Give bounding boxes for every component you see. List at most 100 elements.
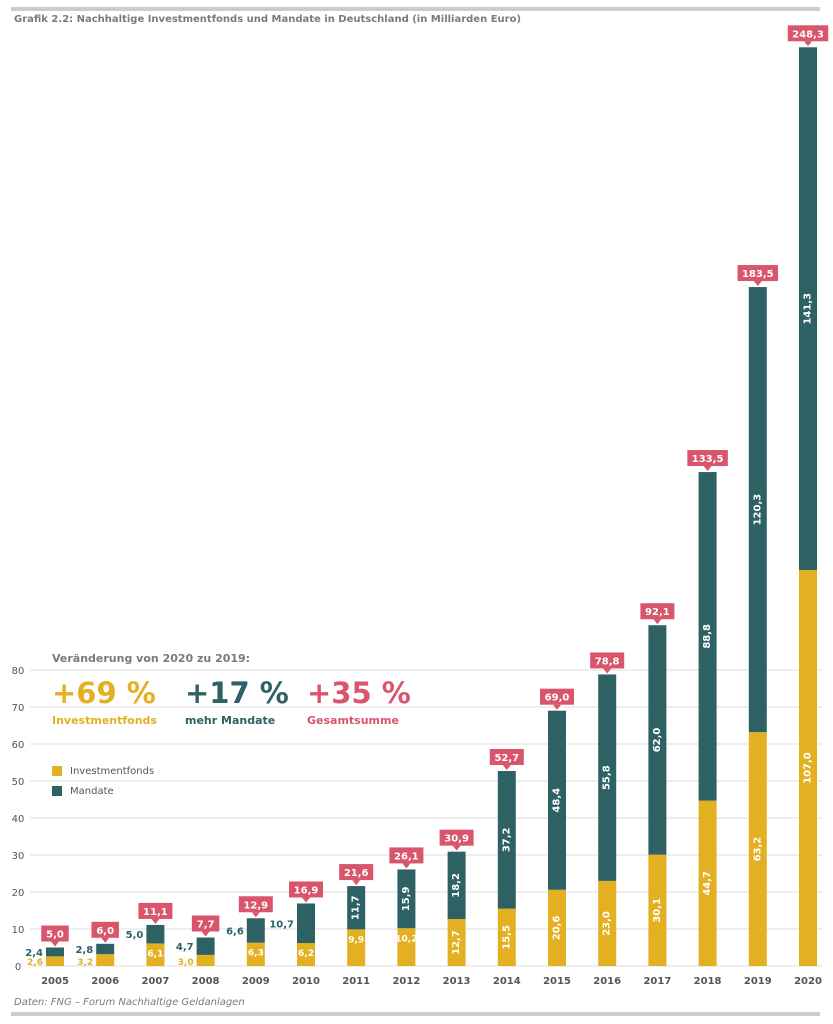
x-tick-label: 2006 (91, 976, 119, 987)
total-callout-pointer (553, 704, 561, 710)
chart-title: Grafik 2.2: Nachhaltige Investmentfonds … (14, 14, 522, 25)
data-label-mandate: 6,6 (226, 926, 244, 937)
total-callout-pointer (603, 668, 612, 674)
bar-investmentfonds-2017 (648, 854, 667, 966)
total-callout-box (590, 652, 625, 669)
y-tick-label: 50 (12, 777, 25, 788)
change-heading: Veränderung von 2020 zu 2019: (52, 652, 251, 665)
data-label-mandate: 120,3 (752, 494, 763, 526)
bar-mandate-2006 (96, 943, 115, 955)
bar-investmentfonds-2019 (748, 732, 767, 966)
legend-label-mandate: Mandate (70, 785, 114, 797)
total-label: 6,0 (96, 926, 114, 937)
data-label-investmentfonds: 15,5 (501, 925, 512, 950)
bar-investmentfonds-2016 (598, 880, 617, 966)
legend-label-investmentfonds: Investmentfonds (70, 765, 155, 777)
stat-value-investmentfonds: +69 % (52, 676, 156, 710)
total-callout-pointer (653, 619, 662, 625)
bar-mandate-2016 (598, 674, 617, 881)
data-label-investmentfonds: 30,1 (652, 898, 663, 923)
total-label: 30,9 (444, 834, 469, 845)
data-label-investmentfonds: 10,2 (395, 934, 417, 944)
data-label-mandate: 62,0 (652, 728, 663, 753)
data-label-investmentfonds: 6,2 (298, 949, 314, 959)
total-callout-pointer (251, 912, 260, 918)
data-label-mandate: 88,8 (702, 624, 713, 649)
bar-mandate-2012 (397, 869, 416, 929)
legend: Investmentfonds Mandate (52, 761, 154, 801)
bar-investmentfonds-2007 (146, 943, 165, 966)
source-note: Daten: FNG – Forum Nachhaltige Geldanlag… (14, 997, 245, 1008)
y-tick-label: 80 (12, 666, 25, 677)
data-label-mandate: 18,2 (451, 873, 462, 898)
total-callout-box (389, 847, 424, 864)
total-callout-pointer (101, 937, 110, 943)
data-label-mandate: 11,7 (351, 895, 362, 920)
data-label-investmentfonds: 9,9 (348, 935, 364, 945)
total-callout-box (238, 896, 273, 913)
total-callout-box (687, 450, 728, 467)
x-tick-label: 2010 (292, 976, 320, 987)
data-label-mandate: 37,2 (501, 827, 512, 852)
bar-mandate-2017 (648, 625, 667, 855)
total-callout-pointer (502, 765, 511, 771)
data-label-investmentfonds: 63,2 (752, 837, 763, 862)
x-tick-label: 2014 (493, 976, 521, 987)
total-callout-pointer (201, 931, 210, 937)
total-label: 92,1 (645, 607, 670, 618)
bar-mandate-2009 (246, 918, 265, 943)
total-callout-pointer (703, 466, 712, 472)
bar-mandate-2015 (548, 710, 566, 890)
bottom-rule (11, 1012, 820, 1016)
legend-swatch-investmentfonds (52, 766, 62, 776)
y-tick-label: 0 (15, 962, 21, 973)
bar-mandate-2010 (297, 903, 315, 944)
total-callout-box (138, 902, 173, 919)
total-label: 248,3 (792, 29, 824, 40)
data-label-mandate: 55,8 (602, 765, 613, 790)
total-callout-box (91, 921, 119, 938)
y-tick-label: 30 (12, 851, 25, 862)
bar-investmentfonds-2013 (447, 919, 466, 966)
total-callout-pointer (753, 281, 762, 287)
total-callout-pointer (804, 41, 812, 47)
x-tick-label: 2015 (543, 976, 571, 987)
total-callout-box (339, 864, 374, 881)
total-callout-pointer (352, 880, 361, 886)
y-tick-label: 40 (12, 814, 25, 825)
data-label-mandate: 2,8 (75, 945, 93, 956)
total-callout-box (41, 925, 69, 942)
stat-value-mandate: +17 % (185, 676, 289, 710)
total-callout-box (787, 25, 829, 42)
total-label: 78,8 (595, 656, 620, 667)
x-tick-label: 2007 (141, 976, 169, 987)
x-tick-label: 2013 (443, 976, 471, 987)
total-label: 12,9 (243, 900, 268, 911)
bar-investmentfonds-2018 (698, 800, 717, 966)
total-label: 11,1 (143, 907, 168, 918)
total-label: 26,1 (394, 851, 419, 862)
data-label-investmentfonds: 23,0 (602, 911, 613, 936)
bar-investmentfonds-2020 (799, 570, 817, 966)
stat-value-gesamtsumme: +35 % (307, 676, 411, 710)
data-label-investmentfonds: 107,0 (803, 752, 814, 784)
total-callout-box (640, 603, 675, 620)
data-label-investmentfonds: 3,0 (178, 958, 194, 968)
data-label-investmentfonds: 6,1 (147, 949, 163, 959)
total-label: 133,5 (692, 454, 724, 465)
bar-investmentfonds-2012 (397, 928, 416, 966)
legend-item-investmentfonds: Investmentfonds (52, 761, 154, 781)
bar-mandate-2018 (698, 472, 717, 801)
bar-investmentfonds-2011 (347, 929, 366, 966)
data-label-mandate: 4,7 (176, 942, 194, 953)
data-label-mandate: 2,4 (25, 948, 43, 959)
total-callout-box (540, 688, 574, 705)
y-tick-label: 10 (12, 925, 25, 936)
data-label-investmentfonds: 6,3 (248, 949, 264, 959)
total-label: 7,7 (197, 920, 215, 931)
bar-mandate-2020 (799, 47, 817, 571)
legend-item-mandate: Mandate (52, 781, 154, 801)
stat-label-gesamtsumme: Gesamtsumme (307, 714, 399, 727)
data-label-mandate: 5,0 (126, 930, 144, 941)
x-tick-label: 2020 (794, 976, 822, 987)
